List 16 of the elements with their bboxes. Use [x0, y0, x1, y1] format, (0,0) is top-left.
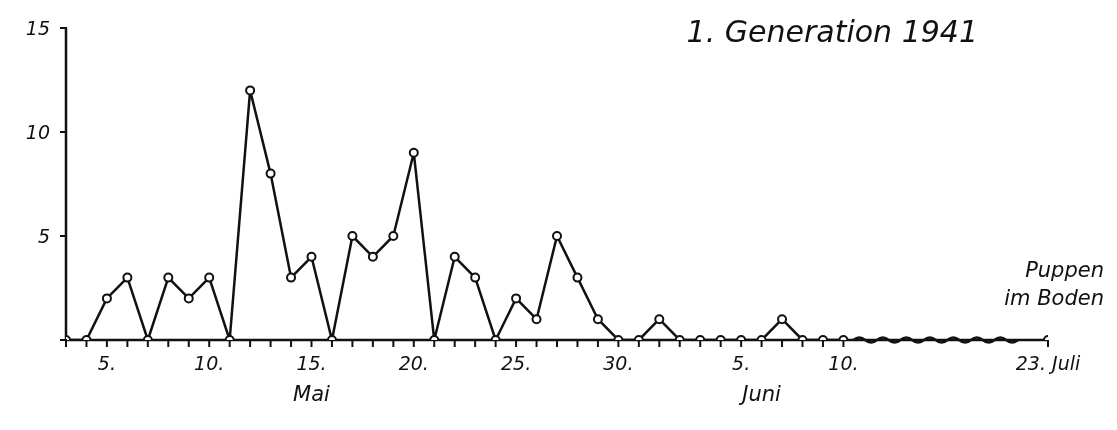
x-tick-label: 10.	[828, 352, 859, 374]
x-tick-label: 20.	[398, 352, 429, 374]
x-tick-label: 25.	[500, 352, 532, 374]
x-tick-label: 5.	[732, 352, 751, 374]
text: Juni	[738, 381, 782, 408]
x-tick-label: 15.	[296, 352, 327, 374]
y-tick-label: 15	[25, 17, 50, 39]
text: Mai	[292, 381, 331, 408]
x-tick-label: 10.	[194, 352, 225, 374]
annotation: Puppen im Boden	[1003, 257, 1104, 312]
x-tick-label: 23. Juli	[1015, 352, 1081, 374]
x-tick-label: 5.	[97, 352, 116, 374]
chart-title: 1. Generation 1941	[686, 14, 978, 49]
y-tick-label: 10	[25, 121, 50, 143]
y-tick-label: 5	[37, 225, 50, 247]
x-tick-label: 30.	[603, 352, 634, 374]
